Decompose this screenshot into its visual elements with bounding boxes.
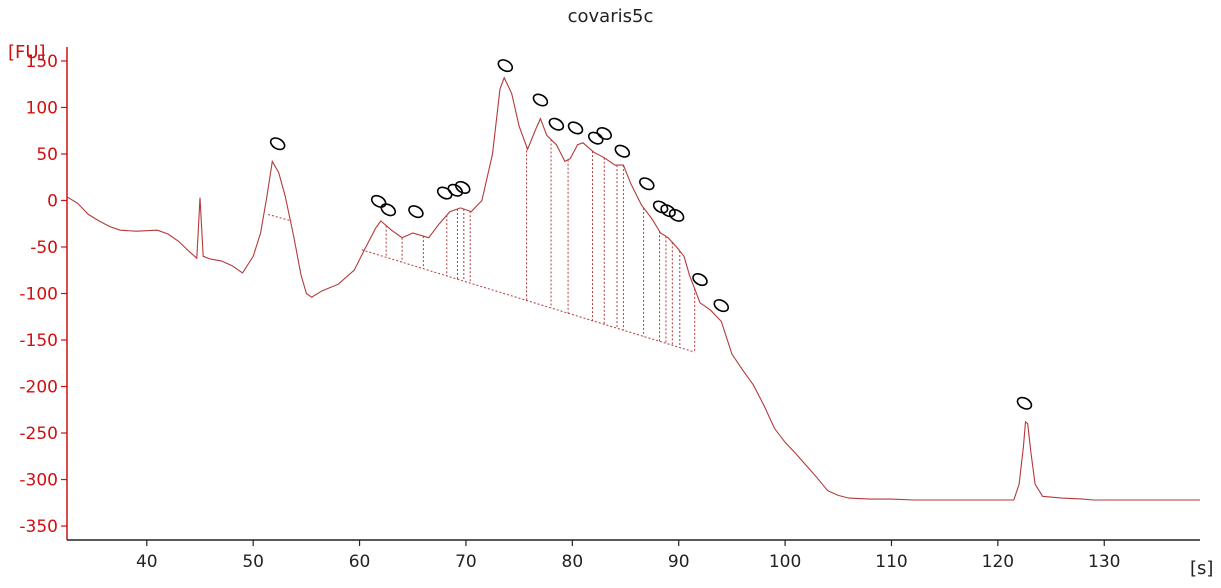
y-tick-label: -300 bbox=[19, 471, 58, 491]
peak-marker bbox=[370, 194, 387, 208]
peak-marker bbox=[660, 204, 676, 218]
y-axis-label: [FU] bbox=[8, 42, 46, 63]
peak-marker bbox=[447, 183, 464, 197]
x-tick-label: 50 bbox=[242, 552, 264, 572]
x-tick-label: 130 bbox=[1088, 552, 1120, 572]
x-axis-label: [s] bbox=[1190, 558, 1214, 579]
peak-marker bbox=[436, 186, 453, 200]
peak-marker bbox=[454, 180, 471, 194]
y-tick-label: 100 bbox=[26, 98, 58, 118]
y-tick-label: 0 bbox=[47, 191, 58, 211]
peak-marker bbox=[269, 137, 286, 151]
x-tick-label: 90 bbox=[668, 552, 690, 572]
x-tick-label: 120 bbox=[982, 552, 1014, 572]
x-tick-label: 60 bbox=[349, 552, 371, 572]
y-tick-label: -200 bbox=[19, 378, 58, 398]
peak-marker bbox=[668, 208, 685, 222]
electropherogram-trace bbox=[66, 76, 1200, 501]
peak-marker bbox=[1016, 396, 1033, 410]
peak-marker bbox=[652, 200, 669, 214]
peak-marker bbox=[497, 59, 514, 73]
y-tick-label: -350 bbox=[19, 517, 58, 537]
baseline-dashed bbox=[361, 249, 695, 353]
chart-title: covaris5c bbox=[567, 6, 654, 27]
peak-marker bbox=[713, 299, 730, 313]
peak-marker bbox=[532, 93, 549, 107]
x-tick-label: 70 bbox=[455, 552, 477, 572]
y-tick-label: -50 bbox=[30, 238, 58, 258]
peak-marker bbox=[408, 205, 424, 219]
peak-marker bbox=[567, 121, 584, 135]
x-tick-label: 80 bbox=[562, 552, 584, 572]
x-tick-label: 100 bbox=[769, 552, 801, 572]
x-tick-label: 110 bbox=[875, 552, 907, 572]
x-tick-label: 40 bbox=[136, 552, 158, 572]
peak-marker bbox=[639, 177, 655, 191]
peak-marker bbox=[380, 203, 397, 217]
y-tick-label: 50 bbox=[36, 145, 58, 165]
y-tick-label: -150 bbox=[19, 331, 58, 351]
peak-marker bbox=[614, 144, 631, 158]
y-tick-label: -100 bbox=[19, 285, 58, 305]
peak-marker bbox=[548, 117, 565, 131]
y-tick-label: 150 bbox=[26, 52, 58, 72]
peak-marker bbox=[596, 126, 613, 141]
peak-marker bbox=[692, 273, 708, 287]
baseline-dashed bbox=[267, 213, 292, 222]
y-tick-label: -250 bbox=[19, 424, 58, 444]
